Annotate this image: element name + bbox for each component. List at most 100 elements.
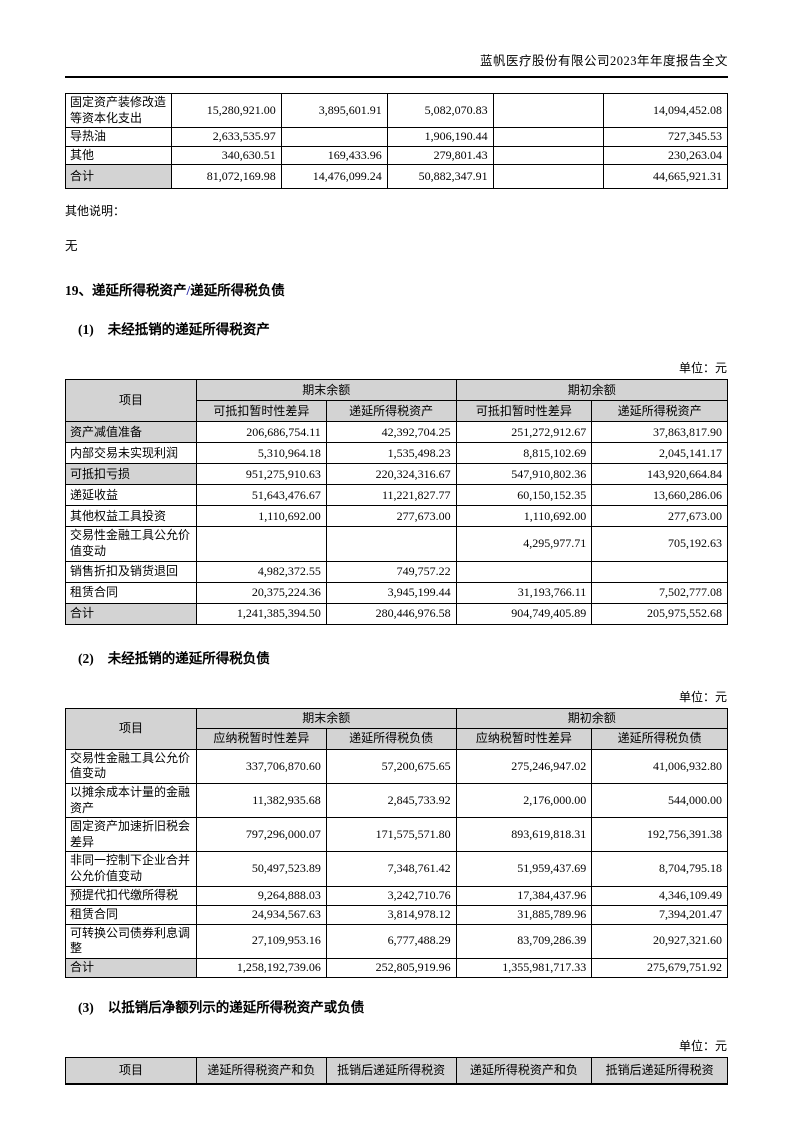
row-label: 合计: [65, 164, 172, 190]
table-row: 交易性金融工具公允价值变动 337,706,870.60 57,200,675.65…: [64, 748, 728, 784]
table-row: 其他 340,630.51 169,433.96 279,801.43 230,263.…: [65, 145, 728, 166]
column-header: 递延所得税资产和负: [196, 1056, 327, 1086]
section-19-number: 19: [65, 283, 79, 299]
table-row: 租赁合同 24,934,567.63 3,814,978.12 31,885,789.…: [64, 904, 728, 925]
row-label: 可转换公司债券利息调整: [64, 923, 198, 959]
table-row: 合计 1,258,192,739.06 252,805,919.96 1,355,98…: [64, 957, 728, 978]
other-note-value: 无: [65, 239, 78, 254]
table-cell: 3,895,601.91: [280, 92, 388, 129]
table-cell: [492, 145, 604, 166]
table-cell: 2,633,535.97: [170, 127, 282, 147]
table-cell: 230,263.04: [602, 145, 728, 166]
subsection-2-number: (2): [78, 650, 94, 666]
capitalized-expense-continuation-table: 固定资产装修改造等资本化支出 15,280,921.00 3,895,601.91 5…: [65, 92, 728, 190]
table-cell: [280, 127, 388, 147]
column-header: 递延所得税资产: [325, 400, 457, 423]
table-cell: 2,845,733.92: [325, 782, 457, 819]
column-header: 应纳税暂时性差异: [196, 728, 327, 750]
table-header-row: 可抵扣暂时性差异 递延所得税资产 可抵扣暂时性差异 递延所得税资产: [66, 400, 728, 423]
table-cell: 11,382,935.68: [196, 782, 327, 819]
table-cell: 27,109,953.16: [196, 923, 327, 959]
table-cell: 544,000.00: [591, 782, 728, 819]
table-cell: 4,295,977.71: [455, 526, 593, 562]
table-cell: 206,686,754.11: [196, 421, 327, 444]
table-cell: 4,346,109.49: [591, 885, 728, 906]
table-cell: [492, 127, 604, 147]
column-header: 期初余额: [455, 707, 729, 730]
table-cell: 220,324,316.67: [325, 463, 457, 486]
table-cell: 727,345.53: [602, 127, 728, 147]
subsection-3-number: (3): [78, 999, 94, 1015]
table-cell: 7,502,777.08: [591, 581, 728, 604]
document-header-title: 蓝帆医疗股份有限公司2023年年度报告全文: [65, 50, 728, 78]
table-cell: [591, 560, 728, 583]
section-19-title-part2: 递延所得税负债: [190, 283, 285, 299]
column-header: 项目: [64, 707, 198, 750]
table-cell: 1,258,192,739.06: [196, 957, 327, 978]
row-label: 资产减值准备: [64, 421, 198, 444]
table-cell: [455, 560, 593, 583]
table-cell: [492, 92, 604, 129]
table-row: 交易性金融工具公允价值变动 4,295,977.71 705,192.63: [64, 526, 728, 562]
table-cell: 15,280,921.00: [170, 92, 282, 129]
table-cell: 1,906,190.44: [386, 127, 494, 147]
row-label: 其他权益工具投资: [64, 505, 198, 528]
table-cell: 3,242,710.76: [325, 885, 457, 906]
table-row: 以摊余成本计量的金融资产 11,382,935.68 2,845,733.92 2,1…: [64, 782, 728, 819]
subsection-1-heading: (1) 未经抵销的递延所得税资产: [78, 318, 728, 338]
column-header: 抵销后递延所得税资: [325, 1056, 457, 1086]
row-label: 合计: [64, 957, 198, 978]
table-row: 其他权益工具投资 1,110,692.00 277,673.00 1,110,692.…: [64, 505, 728, 528]
column-header: 期末余额: [196, 707, 457, 730]
subsection-3-title: 以抵销后净额列示的递延所得税资产或负债: [107, 999, 365, 1015]
table-cell: 11,221,827.77: [325, 484, 457, 507]
table-cell: 20,375,224.36: [196, 581, 327, 604]
table-cell: 24,934,567.63: [196, 904, 327, 925]
table-cell: 8,704,795.18: [591, 851, 728, 887]
row-label: 租赁合同: [64, 904, 198, 925]
table-cell: 893,619,818.31: [455, 817, 593, 853]
table-row: 销售折扣及销货退回 4,982,372.55 749,757.22: [64, 560, 728, 583]
deferred-tax-assets-table: 项目 期末余额 期初余额 可抵扣暂时性差异 递延所得税资产 可抵扣暂时性差异 递延所得税资产…: [64, 379, 729, 625]
unit-label: 单位：元: [678, 1038, 727, 1053]
row-label: 递延收益: [64, 484, 198, 507]
table-cell: 14,476,099.24: [280, 164, 388, 190]
table-cell: 51,959,437.69: [455, 851, 593, 887]
table-cell: [196, 526, 327, 562]
table-cell: 143,920,664.84: [591, 463, 728, 486]
row-label: 租赁合同: [64, 581, 198, 604]
table-cell: 3,814,978.12: [325, 904, 457, 925]
row-label: 预提代扣代缴所得税: [64, 885, 198, 906]
net-deferred-tax-table: 项目 递延所得税资产和负 抵销后递延所得税资 递延所得税资产和负 抵销后递延所得税资: [64, 1056, 728, 1086]
table-cell: 83,709,286.39: [455, 923, 593, 959]
table-row: 固定资产装修改造等资本化支出 15,280,921.00 3,895,601.91 5…: [65, 92, 728, 129]
table-cell: 9,264,888.03: [196, 885, 327, 906]
row-label: 非同一控制下企业合并公允价值变动: [64, 851, 198, 887]
table-cell: [492, 164, 604, 190]
table-cell: 1,241,385,394.50: [196, 602, 327, 625]
table-cell: 277,673.00: [591, 505, 728, 528]
table-cell: 1,355,981,717.33: [455, 957, 593, 978]
table-cell: 60,150,152.35: [455, 484, 593, 507]
table-cell: 20,927,321.60: [591, 923, 728, 959]
table-cell: 31,885,789.96: [455, 904, 593, 925]
table-row: 导热油 2,633,535.97 1,906,190.44 727,345.53: [65, 127, 728, 147]
table-cell: 337,706,870.60: [196, 748, 327, 784]
table-cell: 1,110,692.00: [455, 505, 593, 528]
table-cell: 81,072,169.98: [170, 164, 282, 190]
table-cell: 251,272,912.67: [455, 421, 593, 444]
table-cell: 57,200,675.65: [325, 748, 457, 784]
table-cell: 279,801.43: [386, 145, 494, 166]
table-cell: 41,006,932.80: [591, 748, 728, 784]
table-row: 内部交易未实现利润 5,310,964.18 1,535,498.23 8,815,1…: [64, 442, 728, 465]
table-cell: 51,643,476.67: [196, 484, 327, 507]
row-label: 交易性金融工具公允价值变动: [64, 748, 198, 784]
row-label: 交易性金融工具公允价值变动: [64, 526, 198, 562]
table-cell: 904,749,405.89: [455, 602, 593, 625]
table-cell: 2,176,000.00: [455, 782, 593, 819]
table-cell: 275,246,947.02: [455, 748, 593, 784]
table-cell: 42,392,704.25: [325, 421, 457, 444]
table-row: 合计 1,241,385,394.50 280,446,976.58 904,749,…: [64, 602, 728, 625]
table-cell: 252,805,919.96: [325, 957, 457, 978]
